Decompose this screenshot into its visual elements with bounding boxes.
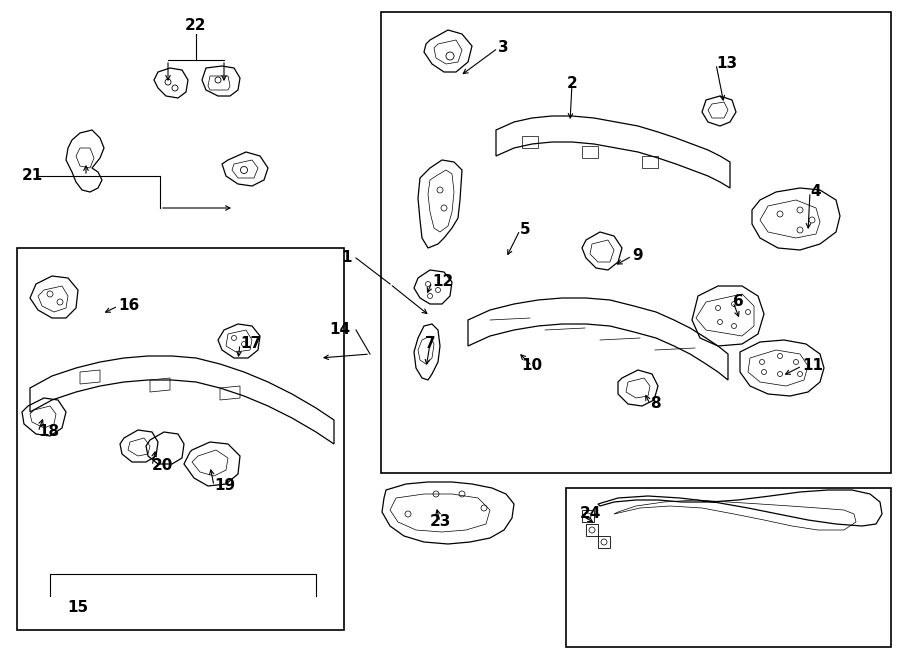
Text: 24: 24 [580,506,601,522]
Text: 2: 2 [567,77,578,91]
Text: 10: 10 [521,358,543,373]
Text: 20: 20 [152,459,174,473]
Text: 17: 17 [240,336,261,352]
Text: 12: 12 [432,274,454,290]
Text: 11: 11 [802,358,823,373]
Text: 5: 5 [520,223,531,237]
Text: 6: 6 [733,295,743,309]
Text: 21: 21 [22,169,43,184]
Text: 4: 4 [810,184,821,200]
Text: 3: 3 [498,40,508,56]
Text: 23: 23 [429,514,451,529]
Text: 13: 13 [716,56,737,71]
Bar [381,12,891,473]
Bar [566,488,891,647]
Text: 14: 14 [328,323,350,338]
Text: 15: 15 [68,600,88,615]
Text: 7: 7 [425,336,436,352]
Text: 22: 22 [185,19,207,34]
Text: 16: 16 [118,299,140,313]
Text: 19: 19 [214,479,235,494]
Text: 8: 8 [650,397,661,412]
Text: 18: 18 [38,424,59,440]
Text: 9: 9 [632,249,643,264]
Text: 1: 1 [341,251,352,266]
Bar [17,248,344,630]
